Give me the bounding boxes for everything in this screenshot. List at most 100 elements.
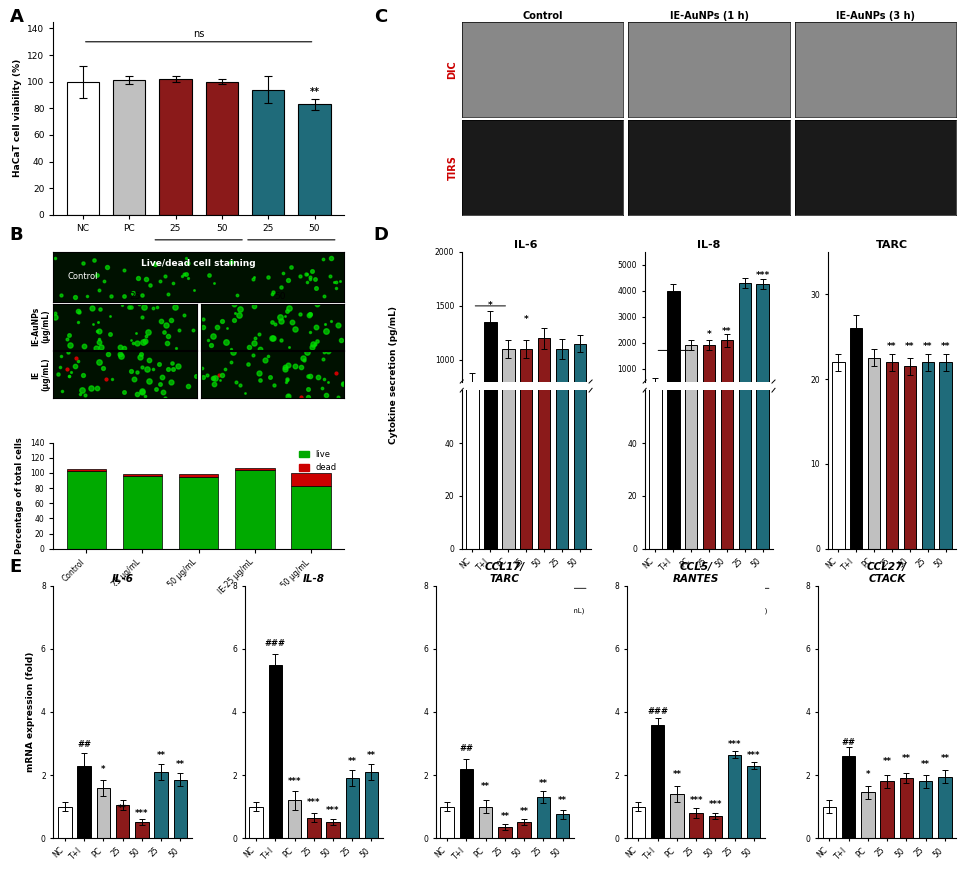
- Bar: [703, 0, 716, 549]
- Bar: [832, 362, 845, 549]
- Text: **: **: [887, 342, 897, 352]
- Text: **: **: [905, 342, 915, 352]
- Bar: [485, 0, 496, 549]
- Bar: [921, 362, 934, 549]
- Bar: [498, 827, 512, 838]
- Title: CCL27/
CTACK: CCL27/ CTACK: [867, 562, 907, 584]
- Text: *: *: [707, 331, 712, 340]
- Bar: [667, 0, 680, 549]
- Bar: [365, 772, 379, 838]
- Bar: [842, 756, 855, 838]
- Text: **: **: [558, 796, 567, 806]
- Bar: [291, 485, 331, 549]
- Bar: [886, 362, 898, 549]
- Text: ###: ###: [265, 639, 285, 648]
- Bar: [122, 476, 162, 549]
- Text: **: **: [519, 808, 528, 816]
- Text: *: *: [523, 315, 528, 324]
- Text: IE
(µg/mL): IE (µg/mL): [740, 601, 767, 615]
- Title: IL-6: IL-6: [515, 240, 538, 250]
- Text: **: **: [310, 87, 319, 97]
- Bar: [685, 345, 697, 395]
- Bar: [703, 345, 716, 395]
- Bar: [441, 807, 454, 838]
- Bar: [938, 777, 952, 838]
- Bar: [651, 725, 664, 838]
- Text: ***: ***: [747, 751, 760, 760]
- Y-axis label: DIC: DIC: [448, 60, 457, 79]
- Text: IE-AuNPs
(µg/mL): IE-AuNPs (µg/mL): [519, 601, 551, 615]
- Text: B: B: [10, 226, 23, 244]
- Text: 50: 50: [274, 292, 285, 301]
- Bar: [939, 362, 952, 549]
- Bar: [326, 822, 340, 838]
- Bar: [502, 349, 515, 468]
- Bar: [685, 0, 697, 549]
- Bar: [537, 797, 551, 838]
- Text: *: *: [101, 765, 106, 773]
- Bar: [555, 349, 568, 468]
- Title: IE-AuNPs (3 h): IE-AuNPs (3 h): [836, 11, 915, 21]
- Bar: [739, 0, 752, 549]
- Bar: [179, 477, 218, 549]
- Bar: [919, 781, 932, 838]
- Bar: [235, 468, 275, 470]
- Bar: [269, 664, 282, 838]
- Bar: [900, 778, 913, 838]
- Text: Cytokine secretion (pg/mL): Cytokine secretion (pg/mL): [388, 306, 398, 444]
- Bar: [67, 469, 106, 471]
- Bar: [67, 471, 106, 549]
- Bar: [720, 340, 733, 395]
- Bar: [555, 815, 569, 838]
- Bar: [466, 382, 479, 468]
- Bar: [574, 344, 586, 468]
- Y-axis label: IE-AuNPs
(µg/mL): IE-AuNPs (µg/mL): [31, 307, 50, 347]
- Text: ###: ###: [647, 706, 668, 716]
- Text: **: **: [156, 751, 166, 760]
- Text: ##: ##: [842, 738, 855, 747]
- Text: ***: ***: [287, 778, 301, 787]
- Text: **: **: [883, 757, 891, 766]
- Y-axis label: mRNA expression (fold): mRNA expression (fold): [26, 652, 35, 772]
- Text: IE-AuNPs
(µg/mL): IE-AuNPs (µg/mL): [703, 601, 733, 615]
- Text: **: **: [722, 327, 732, 335]
- Text: ***: ***: [307, 798, 320, 807]
- Bar: [881, 781, 894, 838]
- Bar: [728, 754, 741, 838]
- Text: 25: 25: [129, 292, 141, 301]
- Text: ***: ***: [709, 800, 722, 808]
- Bar: [235, 470, 275, 549]
- Y-axis label: TIRS: TIRS: [448, 155, 457, 180]
- Text: IE-AuNps (µg/mL): IE-AuNps (µg/mL): [162, 253, 235, 263]
- Bar: [868, 358, 881, 549]
- Bar: [667, 291, 680, 395]
- Bar: [466, 0, 479, 549]
- Text: **: **: [500, 812, 510, 821]
- Bar: [67, 82, 99, 215]
- Text: **: **: [539, 779, 548, 788]
- Text: IE
(µg/mL): IE (µg/mL): [557, 601, 585, 615]
- Text: **: **: [941, 342, 951, 352]
- Title: Control: Control: [522, 11, 563, 21]
- Bar: [519, 349, 532, 468]
- Text: **: **: [940, 753, 950, 763]
- Text: **: **: [923, 342, 932, 352]
- Text: Live/dead cell staining: Live/dead cell staining: [142, 259, 256, 268]
- Text: ***: ***: [755, 271, 770, 279]
- Bar: [307, 818, 320, 838]
- Y-axis label: IE
(µg/mL): IE (µg/mL): [31, 358, 50, 391]
- Bar: [159, 79, 191, 215]
- Text: **: **: [176, 760, 184, 769]
- Title: TARC: TARC: [876, 240, 908, 250]
- Text: IE (µg/mL): IE (µg/mL): [270, 253, 313, 263]
- Bar: [709, 816, 722, 838]
- Bar: [574, 0, 586, 549]
- Bar: [739, 283, 752, 395]
- Legend: live, dead: live, dead: [295, 447, 340, 476]
- Bar: [822, 807, 836, 838]
- Title: IL-6: IL-6: [112, 574, 134, 584]
- Text: *: *: [488, 301, 492, 310]
- Title: IL-8: IL-8: [303, 574, 324, 584]
- Bar: [116, 805, 129, 838]
- Text: Control: Control: [68, 272, 98, 281]
